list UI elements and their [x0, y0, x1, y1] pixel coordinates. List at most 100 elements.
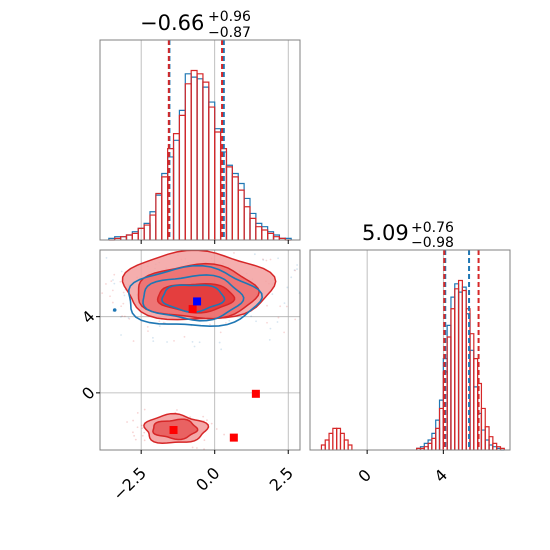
contour-x-tick-label: −2.5 — [109, 463, 150, 504]
contour-scatter-point — [158, 325, 161, 328]
contour-scatter-point — [113, 273, 116, 276]
contour-scatter-point — [109, 295, 111, 298]
contour-scatter-point — [76, 311, 78, 313]
hist-x-bin-blue — [255, 222, 263, 240]
hist-x-bin-red — [267, 232, 275, 240]
hist-x-bin-red — [125, 234, 133, 240]
contour-scatter-point — [132, 247, 134, 249]
contour-scatter-point — [122, 291, 125, 294]
hist-x-bin-blue — [237, 182, 245, 240]
contour-scatter-point — [123, 294, 126, 297]
hist-x-title-value: −0.66 — [140, 11, 204, 35]
hist-x-bin-blue — [196, 78, 204, 240]
contour-scatter-point — [296, 268, 298, 270]
contour-frame — [99, 249, 301, 451]
contour-scatter-point — [255, 320, 257, 323]
contour-scatter-point — [207, 243, 209, 245]
hist-y-tick-label: 4 — [431, 465, 452, 486]
contour-scatter-point — [120, 270, 123, 273]
hist-x-title-plus: +0.96 — [208, 9, 251, 25]
hist-x-bin-blue — [190, 76, 198, 240]
contour-scatter-point — [141, 427, 144, 430]
contour-scatter-point — [279, 305, 282, 308]
hist-x-bin-blue — [249, 212, 257, 240]
contour-scatter-point — [128, 317, 131, 320]
contour-scatter-point — [266, 304, 268, 307]
contour-scatter-point — [294, 269, 297, 272]
contour-scatter-point — [204, 246, 206, 248]
contour-red-marker — [251, 389, 260, 398]
hist-x-bin-blue — [155, 194, 163, 240]
contour-x-tick-label: 0.0 — [192, 463, 223, 494]
contour-scatter-point — [283, 331, 286, 334]
contour-scatter-point — [90, 275, 92, 277]
contour-scatter-point — [119, 280, 122, 283]
contour-scatter-point — [158, 320, 161, 323]
contour-scatter-point — [196, 447, 198, 449]
contour-scatter-point — [183, 335, 186, 338]
hist-x-quantile-lines — [167, 40, 225, 240]
contour-scatter-point — [152, 340, 155, 343]
hist-x-bin-red — [255, 226, 263, 240]
contour-scatter-point — [198, 341, 201, 344]
contour-scatter-point — [120, 305, 123, 308]
contour-scatter-point — [215, 428, 218, 430]
hist-x-bin-red — [208, 106, 216, 240]
contour-scatter-point — [176, 409, 178, 411]
hist-x-bin-red — [143, 224, 151, 240]
contour-scatter-point — [77, 280, 79, 282]
hist-x-title-minus: −0.87 — [208, 25, 251, 41]
hist-x-bin-blue — [178, 109, 186, 240]
contour-scatter-point — [154, 243, 156, 245]
contour-scatter-point — [141, 434, 144, 437]
hist-y-series — [320, 279, 505, 451]
contour-scatter-point — [250, 315, 253, 318]
contour-scatter-point — [210, 422, 213, 425]
contour-scatter-point — [105, 256, 108, 259]
contour-scatter-point — [122, 302, 125, 305]
contour-scatter-point — [191, 340, 194, 343]
hist-x-bin-red — [161, 176, 169, 240]
contour-scatter-point — [84, 280, 86, 282]
contour-scatter-point — [201, 241, 203, 243]
hist-x-bin-blue — [225, 164, 233, 240]
contour-scatter-point — [225, 322, 227, 324]
hist-x-bin-blue — [149, 211, 157, 240]
hist-x-bin-blue — [184, 73, 192, 240]
hist-x-bin-red — [261, 229, 269, 240]
hist-x-bin-red — [172, 133, 181, 240]
contour-scatter-point — [127, 317, 130, 319]
contour-scatter-point — [228, 319, 231, 322]
contour-scatter-point — [209, 323, 211, 326]
contour-scatter-point — [143, 439, 146, 442]
contour-scatter-point — [143, 431, 146, 434]
hist-x-bin-blue — [143, 222, 151, 240]
contour-scatter-point — [193, 345, 196, 348]
contour-scatter-point — [262, 259, 265, 261]
hist-x-bin-red — [178, 114, 186, 240]
hist-y-grid — [366, 250, 444, 450]
contour-scatter-point — [126, 421, 128, 423]
hist-x-bin-blue — [208, 101, 216, 240]
contour-scatter-point — [151, 336, 154, 339]
contour-scatter-point — [218, 341, 221, 344]
hist-x-bin-red — [249, 217, 257, 240]
hist-x-bin-blue — [161, 172, 169, 240]
contour-blue-level — [127, 264, 264, 328]
hist-y-tick-label: 0 — [354, 465, 375, 486]
contour-red-marker — [169, 426, 178, 434]
hist-x-bin-red — [278, 237, 286, 240]
contour-scatter-point — [121, 315, 124, 317]
hist-y-title-minus: −0.98 — [411, 235, 454, 251]
contour-scatter-point — [202, 415, 205, 418]
contour-scatter-point — [191, 446, 194, 449]
contour-scatter-point — [162, 321, 165, 324]
contour-scatter-point — [305, 316, 307, 318]
contour-scatter-point — [189, 416, 192, 419]
contour-scatter-point — [111, 301, 114, 304]
contour-y-ticks: 04 — [78, 307, 100, 404]
contour-scatter-point — [283, 302, 286, 305]
hist-x-bin-blue — [125, 234, 133, 240]
hist-y-title-plus: +0.76 — [411, 220, 454, 236]
